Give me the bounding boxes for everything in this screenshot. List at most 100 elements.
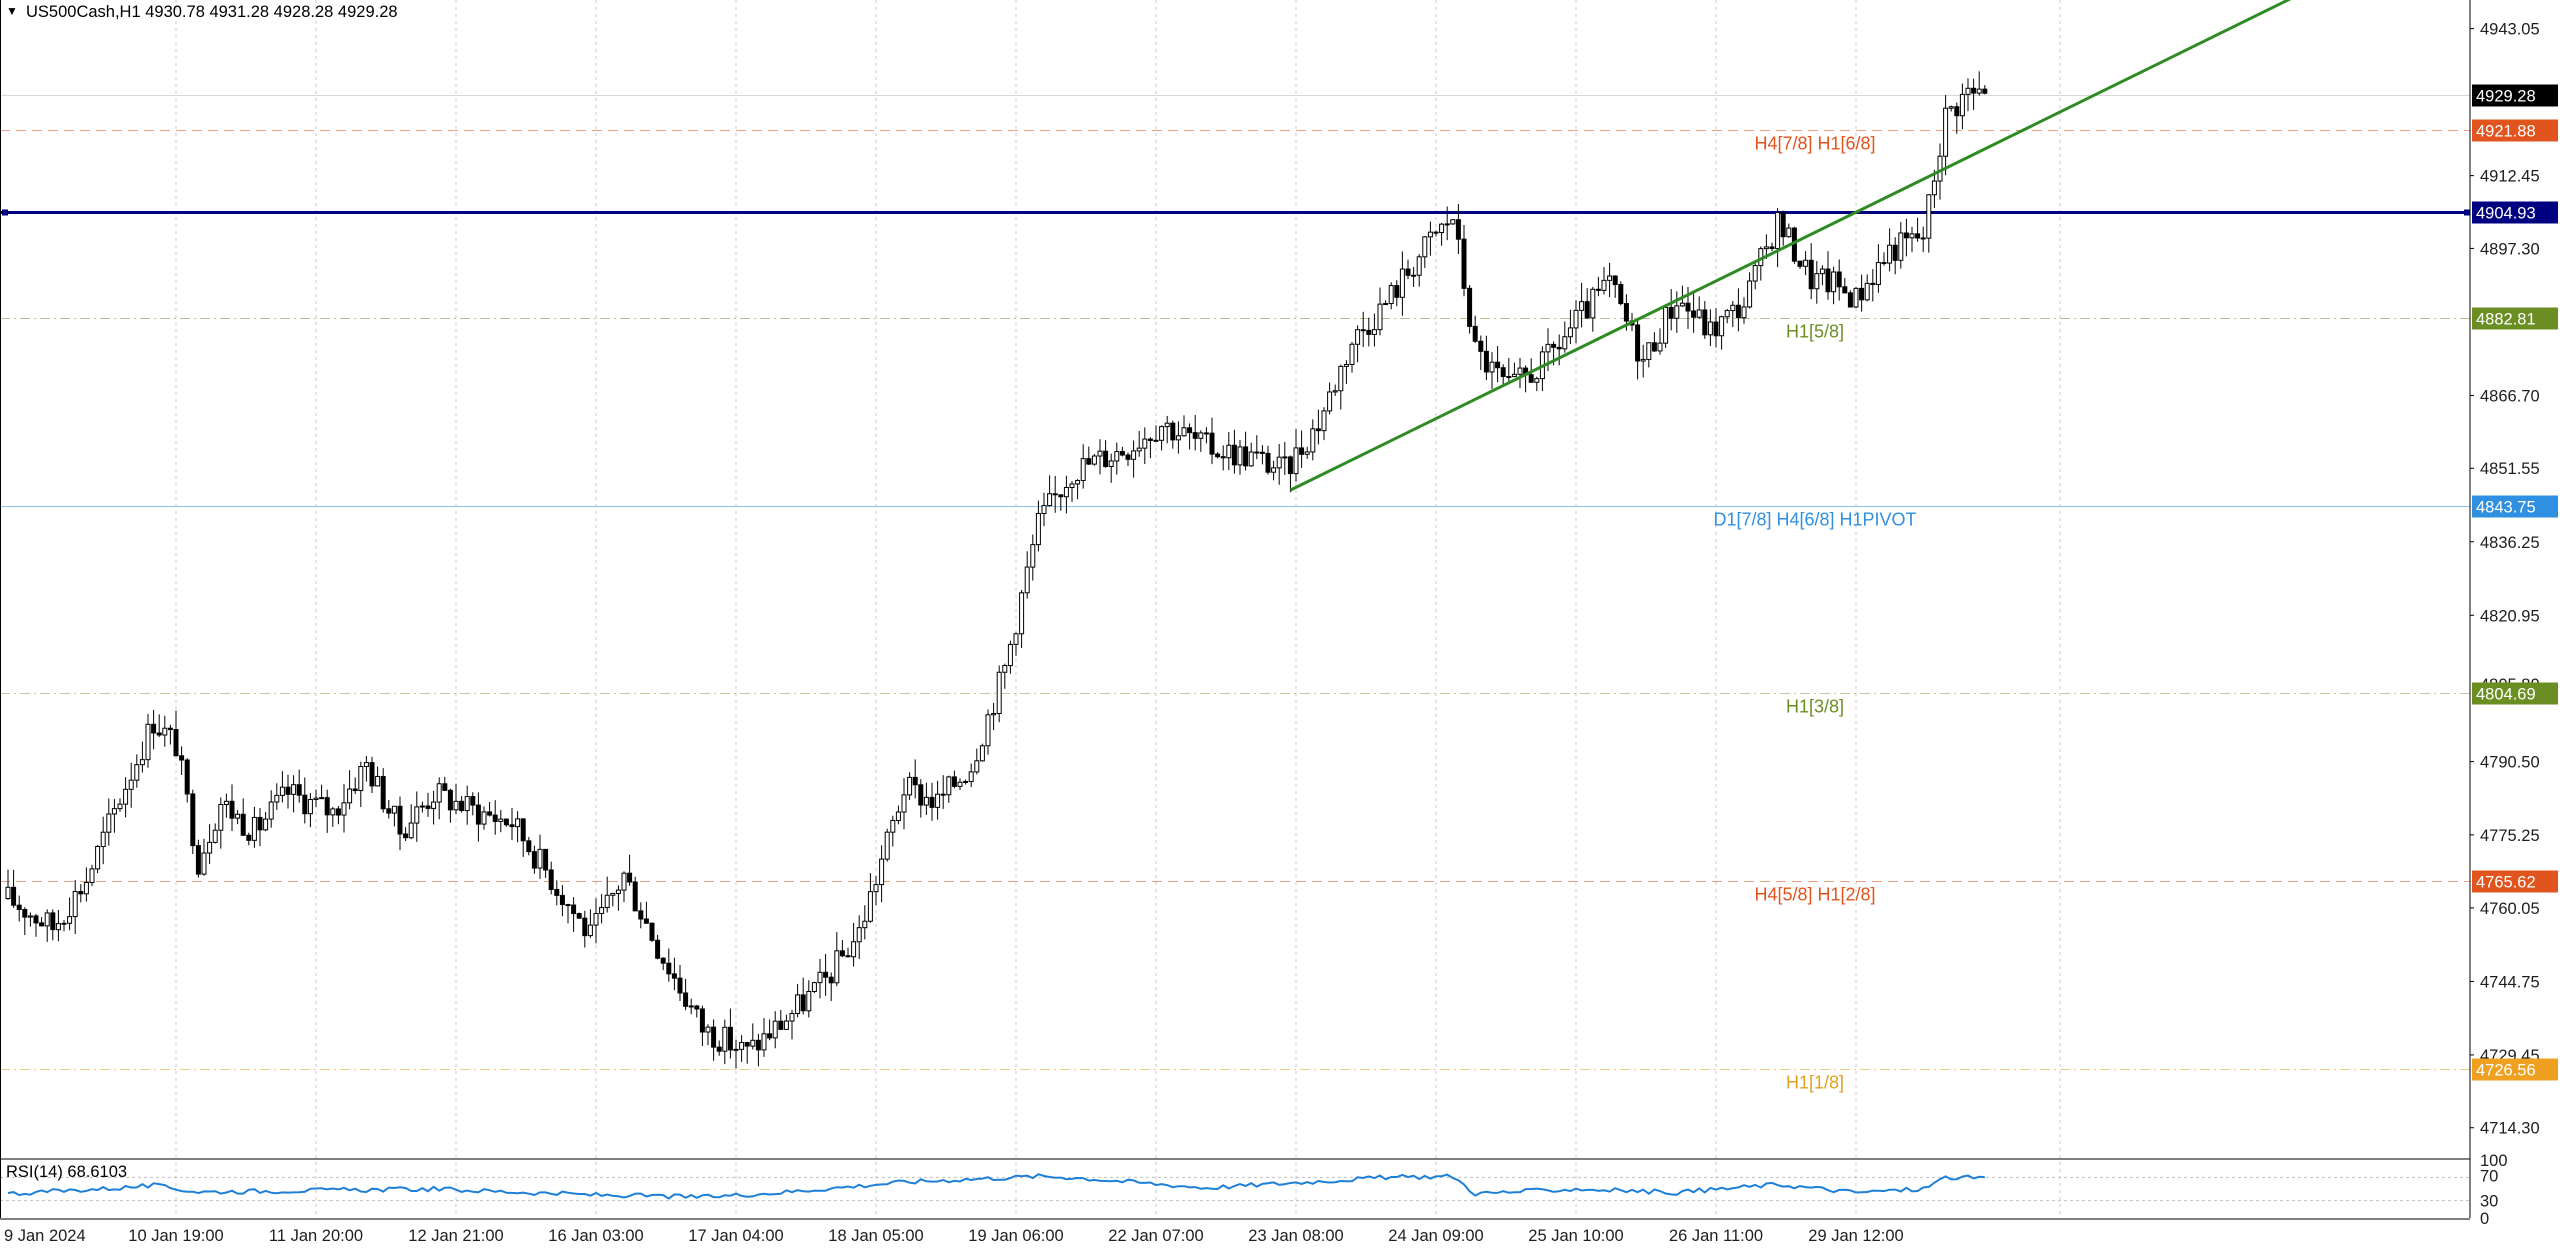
- level-label: H4[7/8] H1[6/8]: [1754, 134, 1875, 154]
- candle-body: [1702, 309, 1708, 336]
- candle-body: [537, 848, 543, 869]
- candle-body: [341, 802, 347, 816]
- candle-body: [1500, 367, 1506, 378]
- trendline-layer[interactable]: [1289, 0, 2470, 492]
- candle-body: [795, 994, 801, 1015]
- candle-body: [1147, 438, 1153, 441]
- candle-body: [1590, 288, 1596, 319]
- ascending-trendline[interactable]: [1289, 0, 2470, 492]
- candle-body: [1573, 309, 1579, 329]
- candle-body: [1215, 453, 1221, 458]
- candle-body: [750, 1039, 756, 1047]
- candle-body: [823, 971, 829, 978]
- candle-body: [414, 806, 420, 824]
- candle-body: [554, 888, 560, 896]
- candle-body: [55, 923, 61, 931]
- candle-body: [1024, 566, 1030, 594]
- candle-body: [912, 776, 918, 786]
- candle-body: [431, 801, 437, 809]
- candle-body: [1315, 428, 1321, 432]
- candle-body: [207, 841, 213, 854]
- candle-body: [179, 755, 185, 761]
- time-axis-label: 16 Jan 03:00: [548, 1227, 643, 1245]
- time-axis-label: 24 Jan 09:00: [1388, 1227, 1483, 1245]
- grid: [175, 0, 2061, 1218]
- candle-body: [845, 955, 851, 958]
- candle-body: [335, 808, 341, 816]
- candle-body: [1142, 438, 1148, 449]
- price-badge-bg: [2472, 201, 2558, 224]
- candle-body: [1595, 288, 1601, 291]
- candle-body: [632, 881, 638, 912]
- candle-body: [599, 907, 605, 915]
- candle-body: [1881, 262, 1887, 265]
- candle-body: [1254, 451, 1260, 454]
- rsi-axis-label: 0: [2480, 1210, 2489, 1228]
- candle-body: [1898, 232, 1904, 261]
- price-badge: 4765.62: [2476, 874, 2536, 892]
- collapse-icon[interactable]: ▼: [6, 4, 18, 18]
- candle-body: [39, 922, 45, 927]
- candle-body: [778, 1020, 784, 1030]
- candle-body: [587, 924, 593, 937]
- candle-body: [1019, 592, 1025, 635]
- candle-body: [1069, 483, 1075, 489]
- level-anchor-handle[interactable]: [2464, 209, 2470, 216]
- candle-body: [246, 834, 252, 841]
- candle-body: [1483, 350, 1489, 373]
- candle-body: [83, 882, 89, 895]
- level-label: H1[3/8]: [1786, 697, 1844, 717]
- candle-body: [1562, 336, 1568, 350]
- time-axis-label: 9 Jan 2024: [4, 1227, 86, 1245]
- candle-body: [711, 1026, 717, 1048]
- candle-body: [11, 886, 17, 906]
- candle-body: [251, 816, 257, 841]
- level-anchor-handle[interactable]: [2, 209, 8, 216]
- candle-body: [324, 797, 330, 816]
- price-badge-bg: [2472, 682, 2558, 705]
- candle-body: [1517, 367, 1523, 375]
- candle-body: [1086, 458, 1092, 465]
- candle-body: [744, 1041, 750, 1047]
- candle-body: [1153, 439, 1159, 442]
- candle-body: [503, 818, 509, 826]
- price-axis-label: 4790.50: [2480, 754, 2540, 772]
- candle-body: [873, 884, 879, 893]
- candle-body: [1747, 280, 1753, 308]
- price-axis-label: 4851.55: [2480, 460, 2540, 478]
- candle-body: [464, 796, 470, 812]
- candle-body: [1842, 286, 1848, 294]
- candle-body: [173, 729, 179, 757]
- pivot-levels: H4[7/8] H1[6/8] H1[5/8] D1[7/8] H4[6/8] H1…: [0, 95, 2470, 1093]
- candle-body: [442, 783, 448, 791]
- rsi-panel[interactable]: RSI(14) 68.6103: [0, 1163, 2470, 1202]
- candle-body: [1954, 106, 1960, 117]
- candle-body: [313, 797, 319, 800]
- candle-body: [1971, 87, 1977, 94]
- candle-body: [1327, 391, 1333, 412]
- candle-body: [1030, 544, 1036, 568]
- candle-body: [677, 977, 683, 994]
- candle-body: [1691, 310, 1697, 318]
- price-axis-label: 4744.75: [2480, 973, 2540, 991]
- candle-body: [1125, 454, 1131, 460]
- candle-body: [1349, 343, 1355, 365]
- candle-body: [78, 891, 84, 895]
- candle-body: [1741, 306, 1747, 319]
- candle-body: [1735, 304, 1741, 319]
- candle-body: [1875, 262, 1881, 286]
- candle-body: [1696, 309, 1702, 318]
- candle-body: [1707, 321, 1713, 336]
- price-badge-bg: [2472, 307, 2558, 330]
- candle-body: [1965, 87, 1971, 95]
- candle-body: [649, 922, 655, 941]
- candle-body: [985, 714, 991, 747]
- candle-body: [1304, 451, 1310, 455]
- price-badge-bg: [2472, 495, 2558, 518]
- candle-body: [621, 872, 627, 891]
- candle-body: [419, 805, 425, 808]
- candle-body: [459, 800, 465, 812]
- level-label: D1[7/8] H4[6/8] H1PIVOT: [1713, 510, 1916, 530]
- candle-body: [1892, 244, 1898, 261]
